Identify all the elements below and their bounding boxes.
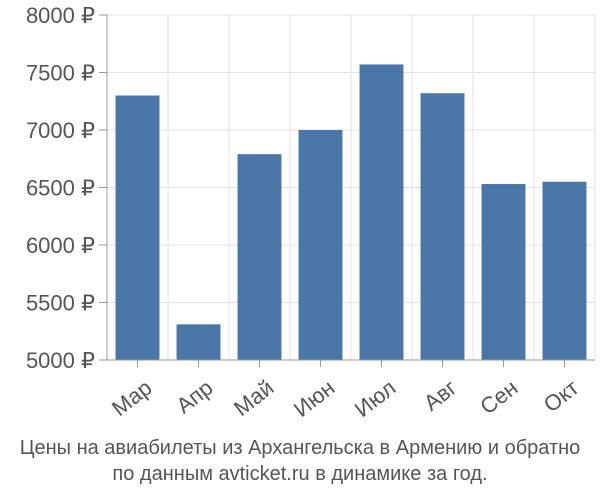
axes (99, 14, 595, 367)
x-tick-label: Апр (171, 375, 217, 419)
y-tick-label: 5000 ₽ (26, 348, 95, 373)
y-tick-label: 8000 ₽ (26, 3, 95, 28)
x-tick-label: Мар (107, 375, 156, 421)
y-tick-label: 5500 ₽ (26, 291, 95, 316)
y-tick-labels: 5000 ₽ 5500 ₽ 6000 ₽ 6500 ₽ 7000 ₽ 7500 ₽ 8000… (26, 3, 95, 373)
bar-1 (115, 95, 160, 360)
x-tick-labels: Мар Апр Май Июн Июл Авг Сен Окт (107, 375, 583, 422)
bar-4 (298, 130, 343, 360)
chart-caption-line-2: по данным avticket.ru в динамике за год. (112, 463, 488, 485)
bar-2 (176, 324, 221, 360)
bar-5 (359, 64, 404, 360)
x-tick-label: Авг (419, 375, 461, 416)
x-tick-label: Июн (289, 375, 339, 422)
x-tick-label: Июл (350, 375, 401, 422)
chart-caption-line-1: Цены на авиабилеты из Архангельска в Арм… (19, 437, 581, 459)
y-tick-label: 7500 ₽ (26, 61, 95, 86)
bar-8 (542, 181, 587, 360)
x-tick-label: Май (229, 375, 278, 421)
y-tick-label: 6500 ₽ (26, 176, 95, 201)
y-tick-label: 6000 ₽ (26, 233, 95, 258)
y-tick-label: 7000 ₽ (26, 118, 95, 143)
bar-3 (237, 154, 282, 360)
grid-lines (106, 14, 596, 361)
bar-7 (481, 184, 526, 360)
bar-6 (420, 93, 465, 360)
x-tick-label: Окт (539, 375, 584, 418)
bars (115, 64, 587, 360)
x-tick-label: Сен (475, 375, 522, 419)
